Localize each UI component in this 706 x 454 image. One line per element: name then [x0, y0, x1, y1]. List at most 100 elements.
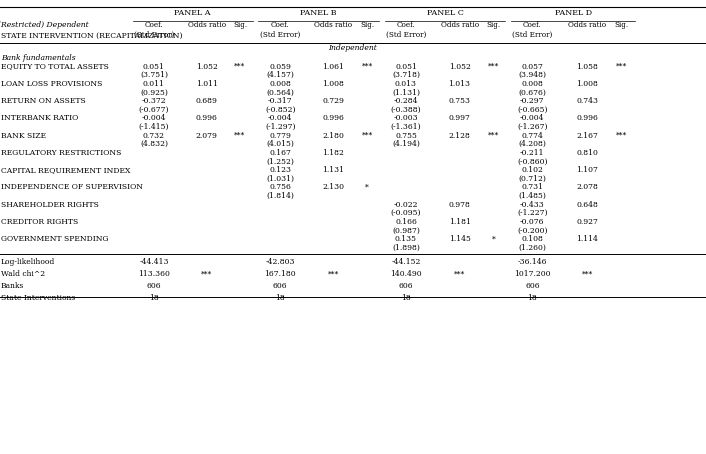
Text: STATE INTERVENTION (RECAPITALIZATION): STATE INTERVENTION (RECAPITALIZATION) — [1, 32, 182, 40]
Text: (4.832): (4.832) — [140, 140, 168, 148]
Text: 0.008: 0.008 — [270, 80, 291, 88]
Text: 0.166: 0.166 — [395, 218, 417, 226]
Text: 2.180: 2.180 — [323, 132, 344, 140]
Text: 1.008: 1.008 — [577, 80, 598, 88]
Text: 0.108: 0.108 — [522, 235, 543, 243]
Text: CREDITOR RIGHTS: CREDITOR RIGHTS — [1, 218, 78, 226]
Text: 140.490: 140.490 — [390, 270, 421, 278]
Text: 0.732: 0.732 — [143, 132, 165, 140]
Text: (1.814): (1.814) — [266, 192, 294, 200]
Text: 2.078: 2.078 — [577, 183, 598, 192]
Text: Banks: Banks — [1, 282, 24, 290]
Text: 0.051: 0.051 — [143, 63, 164, 71]
Text: PANEL A: PANEL A — [174, 9, 211, 17]
Text: -0.372: -0.372 — [142, 97, 166, 105]
Text: 606: 606 — [273, 282, 287, 290]
Text: Wald chi^2: Wald chi^2 — [1, 270, 45, 278]
Text: Coef.
(Std Error): Coef. (Std Error) — [260, 21, 301, 39]
Text: 0.810: 0.810 — [577, 149, 598, 157]
Text: -0.004: -0.004 — [520, 114, 544, 123]
Text: -0.022: -0.022 — [394, 201, 418, 209]
Text: (0.712): (0.712) — [518, 175, 546, 183]
Text: 0.753: 0.753 — [448, 97, 471, 105]
Text: (-1.297): (-1.297) — [265, 123, 296, 131]
Text: Odds ratio: Odds ratio — [568, 21, 606, 30]
Text: -0.297: -0.297 — [520, 97, 544, 105]
Text: 1.058: 1.058 — [577, 63, 598, 71]
Text: -44.152: -44.152 — [391, 258, 421, 266]
Text: 0.051: 0.051 — [395, 63, 417, 71]
Text: (-1.361): (-1.361) — [390, 123, 421, 131]
Text: (-0.860): (-0.860) — [517, 158, 548, 166]
Text: PANEL D: PANEL D — [555, 9, 592, 17]
Text: (1.485): (1.485) — [518, 192, 546, 200]
Text: REGULATORY RESTRICTIONS: REGULATORY RESTRICTIONS — [1, 149, 121, 157]
Text: 1.008: 1.008 — [323, 80, 344, 88]
Text: ***: *** — [488, 132, 499, 140]
Text: 0.996: 0.996 — [196, 114, 217, 123]
Text: 18: 18 — [149, 294, 159, 302]
Text: (0.987): (0.987) — [392, 227, 420, 235]
Text: 1.182: 1.182 — [323, 149, 344, 157]
Text: 0.996: 0.996 — [323, 114, 344, 123]
Text: ***: *** — [328, 270, 339, 278]
Text: (1.131): (1.131) — [392, 89, 420, 97]
Text: Sig.: Sig. — [614, 21, 628, 30]
Text: INDEPENDENCE OF SUPERVISION: INDEPENDENCE OF SUPERVISION — [1, 183, 143, 192]
Text: 1.181: 1.181 — [449, 218, 470, 226]
Text: 0.057: 0.057 — [522, 63, 543, 71]
Text: 0.011: 0.011 — [143, 80, 164, 88]
Text: Sig.: Sig. — [486, 21, 501, 30]
Text: (0.925): (0.925) — [140, 89, 168, 97]
Text: ***: *** — [361, 132, 373, 140]
Text: Bank fundamentals: Bank fundamentals — [1, 54, 76, 63]
Text: (3.718): (3.718) — [392, 71, 420, 79]
Text: 0.996: 0.996 — [577, 114, 598, 123]
Text: Odds ratio: Odds ratio — [188, 21, 226, 30]
Text: RETURN ON ASSETS: RETURN ON ASSETS — [1, 97, 85, 105]
Text: (-0.677): (-0.677) — [138, 106, 169, 114]
Text: (-0.200): (-0.200) — [517, 227, 548, 235]
Text: ***: *** — [616, 132, 627, 140]
Text: -0.003: -0.003 — [394, 114, 418, 123]
Text: 2.167: 2.167 — [577, 132, 598, 140]
Text: 18: 18 — [401, 294, 411, 302]
Text: 2.130: 2.130 — [322, 183, 345, 192]
Text: 113.360: 113.360 — [138, 270, 170, 278]
Text: CAPITAL REQUIREMENT INDEX: CAPITAL REQUIREMENT INDEX — [1, 166, 130, 174]
Text: Sig.: Sig. — [233, 21, 247, 30]
Text: -0.317: -0.317 — [268, 97, 292, 105]
Text: EQUITY TO TOTAL ASSETS: EQUITY TO TOTAL ASSETS — [1, 63, 109, 71]
Text: 1.052: 1.052 — [196, 63, 217, 71]
Text: (1.260): (1.260) — [518, 244, 546, 252]
Text: 0.102: 0.102 — [522, 166, 543, 174]
Text: Sig.: Sig. — [360, 21, 374, 30]
Text: 0.997: 0.997 — [449, 114, 470, 123]
Text: 0.774: 0.774 — [522, 132, 543, 140]
Text: (0.564): (0.564) — [266, 89, 294, 97]
Text: 167.180: 167.180 — [265, 270, 296, 278]
Text: (1.252): (1.252) — [266, 158, 294, 166]
Text: LOAN LOSS PROVISIONS: LOAN LOSS PROVISIONS — [1, 80, 102, 88]
Text: PANEL C: PANEL C — [426, 9, 464, 17]
Text: (3.948): (3.948) — [518, 71, 546, 79]
Text: -0.004: -0.004 — [268, 114, 292, 123]
Text: -0.076: -0.076 — [520, 218, 544, 226]
Text: 0.756: 0.756 — [270, 183, 291, 192]
Text: 0.779: 0.779 — [270, 132, 291, 140]
Text: 0.978: 0.978 — [449, 201, 470, 209]
Text: (4.208): (4.208) — [518, 140, 546, 148]
Text: *: * — [365, 183, 369, 192]
Text: PANEL B: PANEL B — [301, 9, 337, 17]
Text: *: * — [491, 235, 496, 243]
Text: 1.052: 1.052 — [449, 63, 470, 71]
Text: ***: *** — [616, 63, 627, 71]
Text: 606: 606 — [147, 282, 161, 290]
Text: Log-likelihood: Log-likelihood — [1, 258, 55, 266]
Text: (-0.095): (-0.095) — [390, 209, 421, 217]
Text: 0.729: 0.729 — [323, 97, 344, 105]
Text: 606: 606 — [399, 282, 413, 290]
Text: 1.145: 1.145 — [449, 235, 470, 243]
Text: ***: *** — [582, 270, 593, 278]
Text: BANK SIZE: BANK SIZE — [1, 132, 46, 140]
